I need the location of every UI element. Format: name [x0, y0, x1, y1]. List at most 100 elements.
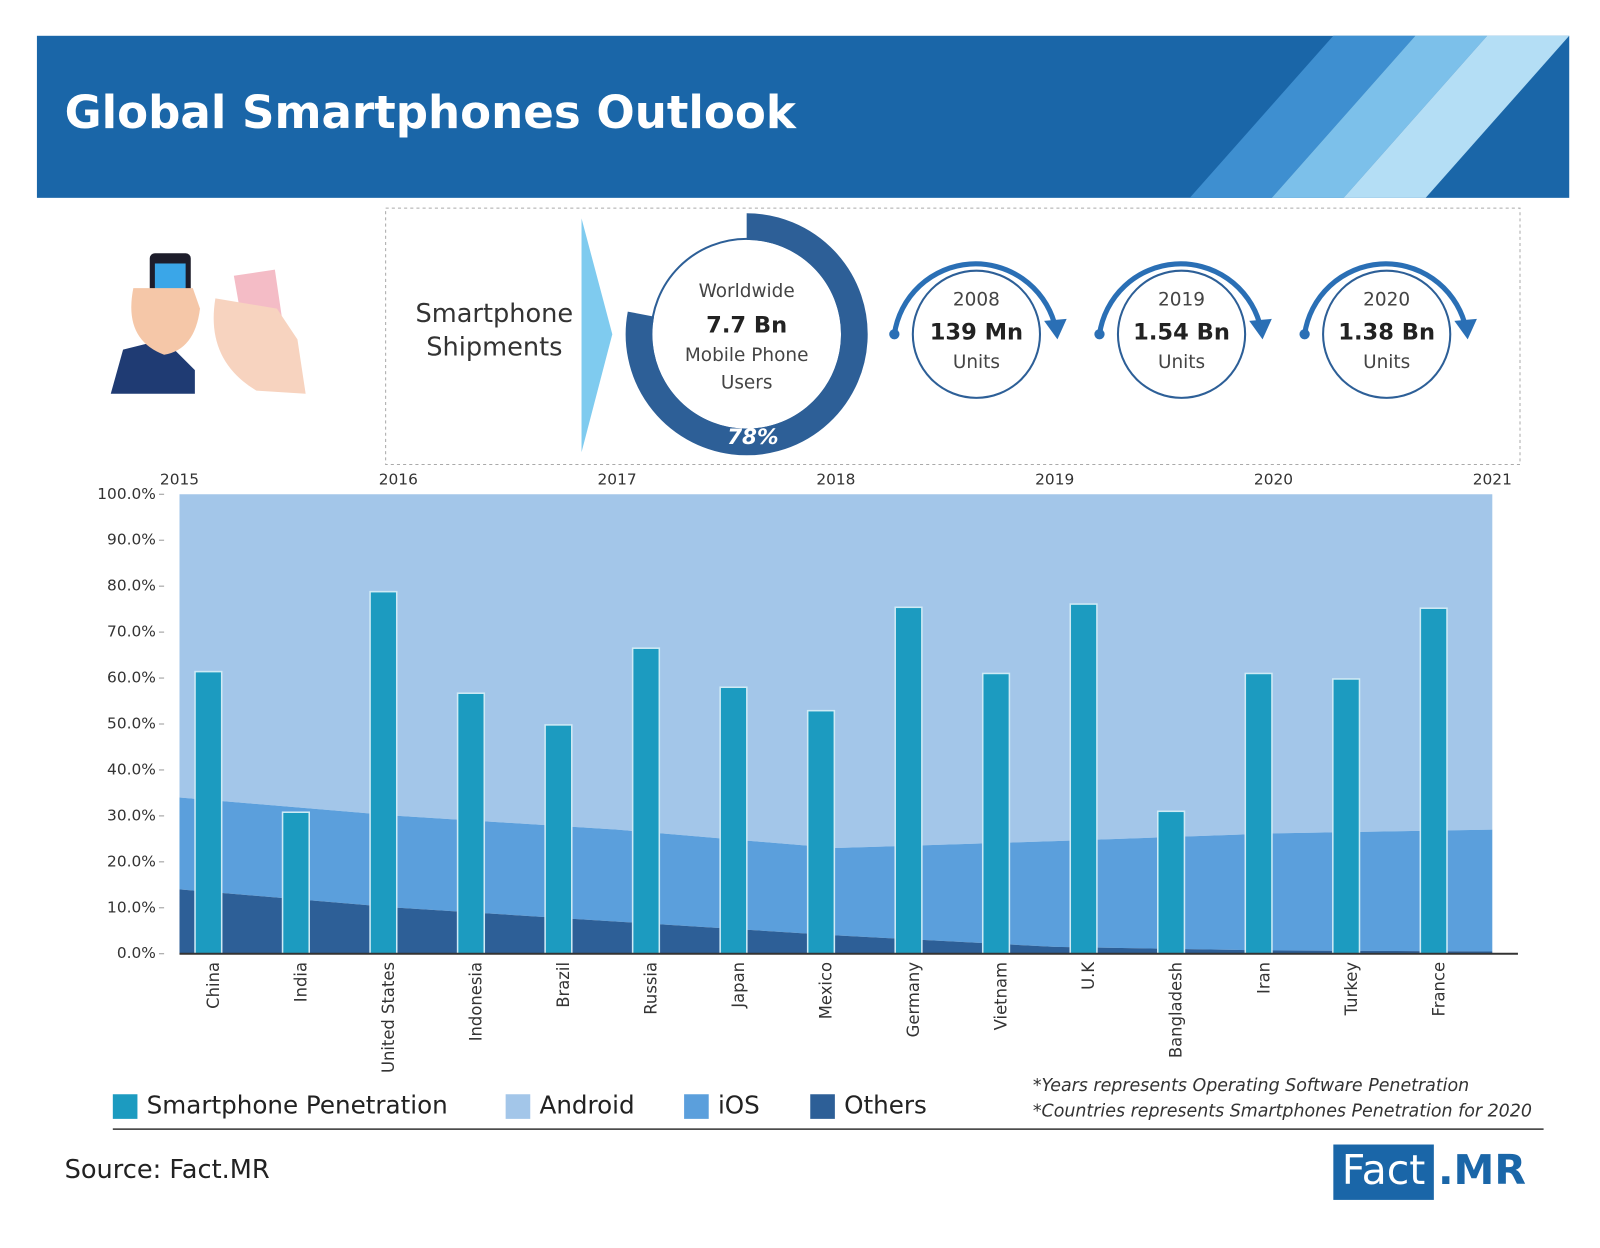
phones-illustration	[110, 253, 306, 394]
area	[179, 494, 1493, 849]
year-label: 2018	[816, 470, 855, 488]
x-tick-label: U.K	[1079, 961, 1098, 990]
x-tick-label: Russia	[642, 962, 661, 1015]
legend-swatch	[684, 1094, 709, 1119]
donut-label: Mobile Phone	[685, 345, 809, 366]
circle-unit: Units	[953, 352, 1000, 373]
circle-value: 1.38 Bn	[1338, 320, 1435, 346]
y-tick-label: 100.0%	[97, 485, 156, 503]
x-tick-label: Indonesia	[467, 962, 486, 1041]
legend-swatch	[810, 1094, 835, 1119]
x-tick-label: Turkey	[1342, 962, 1361, 1017]
logo-text: .MR	[1438, 1146, 1526, 1194]
shipments-label: Smartphone Shipments	[415, 299, 573, 363]
circle-arrow	[1302, 261, 1468, 335]
year-label: 2017	[598, 470, 637, 488]
x-tick-label: Mexico	[817, 962, 836, 1019]
x-tick-label: China	[204, 962, 223, 1009]
legend-swatch	[112, 1094, 138, 1119]
legend-swatch	[505, 1094, 531, 1119]
legend-label: Smartphone Penetration	[147, 1091, 448, 1120]
y-tick-label: 30.0%	[107, 806, 156, 824]
logo-text: Fact	[1342, 1146, 1426, 1194]
year-label: 2015	[160, 470, 199, 488]
page-title: Global Smartphones Outlook	[65, 86, 797, 139]
header-stripe	[1189, 35, 1416, 198]
circle-unit: Units	[1158, 352, 1205, 373]
bar	[1157, 810, 1186, 955]
circle-value: 1.54 Bn	[1133, 320, 1230, 346]
circle-year: 2020	[1363, 289, 1410, 310]
x-tick-label: United States	[379, 962, 398, 1073]
bar	[1069, 603, 1098, 955]
arrow-dot	[1299, 329, 1310, 340]
donut-arc	[625, 213, 868, 456]
x-tick-label: Iran	[1254, 962, 1273, 994]
year-label: 2021	[1473, 470, 1512, 488]
bar	[1419, 607, 1448, 955]
arrow-shape	[581, 218, 613, 453]
y-tick-label: 20.0%	[107, 852, 156, 870]
x-tick-label: Japan	[729, 962, 748, 1009]
x-tick-label: Vietnam	[992, 962, 1011, 1030]
y-tick-label: 80.0%	[107, 577, 156, 595]
circle-arrow	[1096, 261, 1262, 335]
donut-label: Users	[721, 372, 773, 393]
bar	[544, 724, 573, 955]
info-circle	[1116, 269, 1247, 399]
bar	[894, 606, 923, 955]
donut-percent: 78%	[727, 425, 779, 450]
x-tick-label: India	[292, 962, 311, 1002]
arrow-head	[1044, 318, 1067, 340]
legend-label: iOS	[718, 1091, 760, 1120]
footnote: *Years represents Operating Software Pen…	[1033, 1076, 1469, 1096]
arrow-dot	[889, 329, 900, 340]
source: Source: Fact.MR	[65, 1155, 270, 1185]
logo-box	[1333, 1144, 1434, 1200]
arrow-dot	[1094, 329, 1105, 340]
info-circle	[911, 269, 1042, 399]
circle-arrow	[891, 261, 1057, 335]
header-stripe	[1343, 35, 1570, 198]
circle-year: 2008	[953, 289, 1000, 310]
x-tick-label: France	[1429, 962, 1448, 1017]
legend-label: Android	[539, 1091, 634, 1120]
bar	[806, 709, 836, 955]
circle-value: 139 Mn	[930, 320, 1023, 346]
footnote: *Countries represents Smartphones Penetr…	[1033, 1102, 1532, 1122]
bar	[1332, 678, 1361, 955]
y-tick-label: 90.0%	[107, 531, 156, 549]
arrow-head	[1249, 318, 1272, 340]
bar	[719, 686, 748, 955]
y-tick-label: 10.0%	[107, 898, 156, 916]
bar	[456, 692, 486, 955]
circle-year: 2019	[1158, 289, 1205, 310]
y-tick-label: 40.0%	[107, 760, 156, 778]
bar	[631, 647, 661, 955]
year-label: 2020	[1254, 470, 1293, 488]
bar	[981, 672, 1011, 955]
year-label: 2016	[379, 470, 418, 488]
bar	[281, 811, 310, 955]
donut-value: 7.7 Bn	[706, 313, 787, 339]
y-tick-label: 50.0%	[107, 715, 156, 733]
info-circle	[1322, 269, 1452, 399]
y-tick-label: 70.0%	[107, 623, 156, 641]
x-tick-label: Germany	[904, 962, 923, 1038]
year-label: 2019	[1035, 470, 1074, 488]
bar	[194, 670, 223, 955]
x-tick-label: Brazil	[554, 962, 573, 1008]
bar	[1244, 672, 1273, 955]
legend-label: Others	[844, 1091, 927, 1120]
x-tick-label: Bangladesh	[1167, 962, 1186, 1058]
shipments-box	[385, 207, 1521, 466]
area	[179, 889, 1493, 954]
header-stripe	[1271, 35, 1488, 198]
y-tick-label: 0.0%	[117, 944, 156, 962]
y-tick-label: 60.0%	[107, 669, 156, 687]
donut-label: Worldwide	[699, 281, 795, 302]
circle-unit: Units	[1363, 352, 1410, 373]
arrow-head	[1454, 318, 1477, 340]
